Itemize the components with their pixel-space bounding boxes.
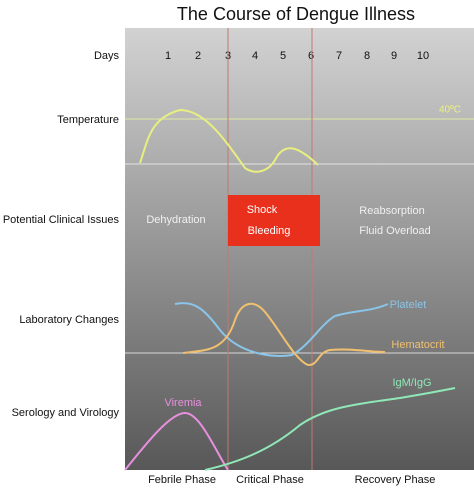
day-label: 9	[391, 50, 397, 62]
hematocrit-curve	[182, 302, 386, 366]
issue: Reabsorption	[359, 205, 424, 217]
temp-marker: 40ºC	[439, 105, 461, 116]
viremia-curve	[124, 411, 229, 471]
day-label: 1	[165, 50, 171, 62]
row-label: Laboratory Changes	[19, 314, 119, 326]
phase-label: Critical Phase	[236, 474, 304, 486]
row-label: Serology and Virology	[12, 407, 120, 419]
day-label: 5	[280, 50, 286, 62]
curve-label: Viremia	[164, 397, 202, 409]
issue: Shock	[247, 204, 278, 216]
day-label: 8	[364, 50, 370, 62]
day-label: 2	[195, 50, 201, 62]
row-label: Potential Clinical Issues	[3, 214, 120, 226]
temperature-curve	[139, 108, 319, 173]
day-label: 7	[336, 50, 342, 62]
row-label: Temperature	[57, 114, 119, 126]
day-label: 4	[252, 50, 258, 62]
issue: Dehydration	[146, 214, 205, 226]
title: The Course of Dengue Illness	[177, 4, 415, 24]
days-label: Days	[94, 50, 120, 62]
curve-label: Platelet	[390, 299, 427, 311]
panel	[125, 28, 474, 470]
phase-label: Recovery Phase	[355, 474, 436, 486]
curve-label: IgM/IgG	[392, 377, 431, 389]
critical-box	[228, 195, 320, 246]
day-label: 6	[308, 50, 314, 62]
issue: Fluid Overload	[359, 225, 431, 237]
platelet-curve	[174, 302, 389, 357]
day-label: 10	[417, 50, 429, 62]
issue: Bleeding	[248, 225, 291, 237]
igm-igg-curve	[204, 387, 456, 471]
curve-label: Hematocrit	[391, 339, 444, 351]
phase-label: Febrile Phase	[148, 474, 216, 486]
